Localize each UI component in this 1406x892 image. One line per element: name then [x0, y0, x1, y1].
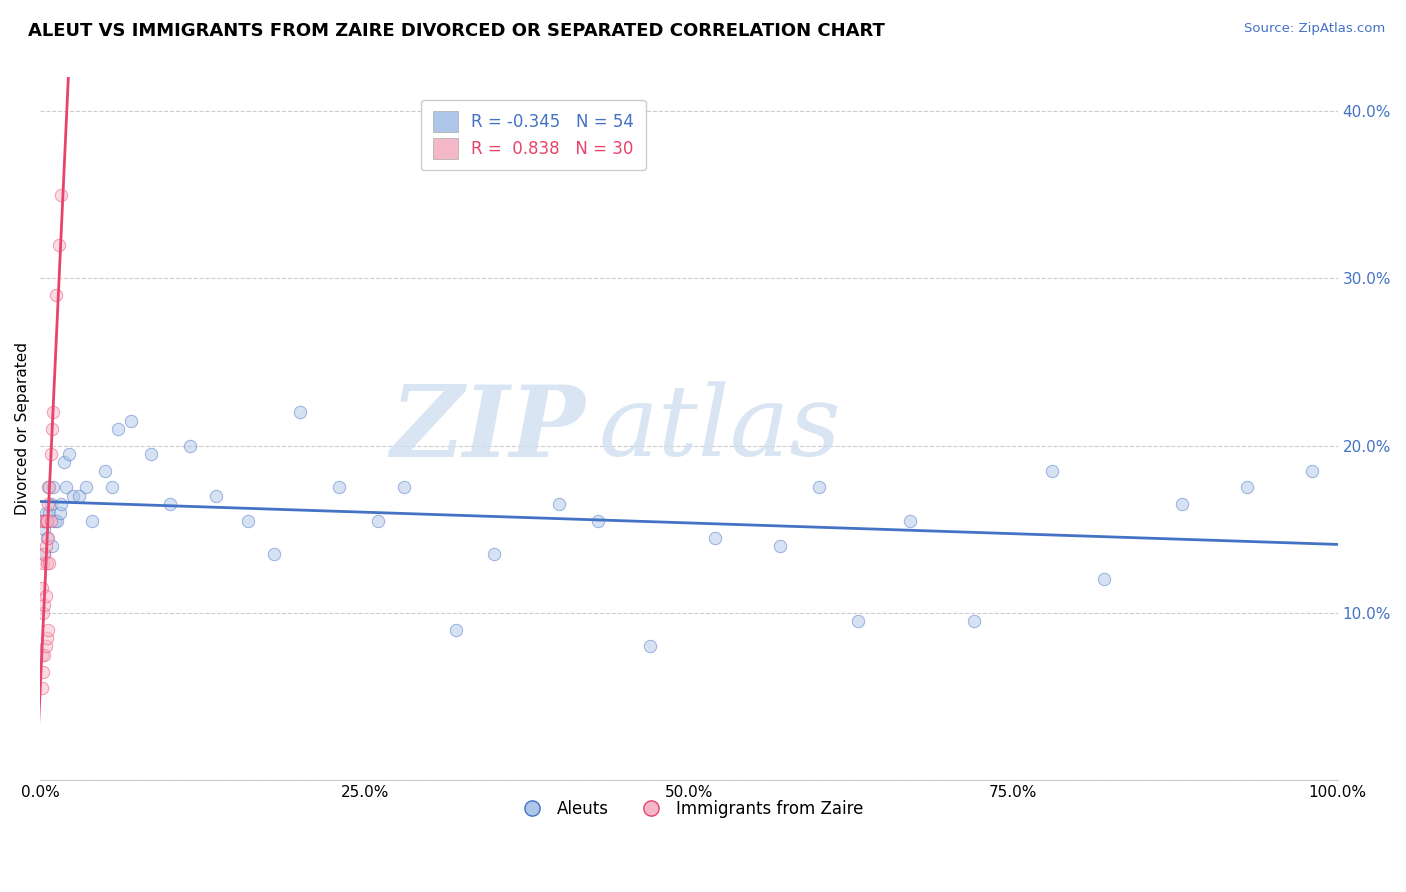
- Point: [46, 514, 69, 528]
- Point: [159, 497, 181, 511]
- Point: [34, 640, 56, 654]
- Point: [963, 615, 986, 629]
- Point: [39, 514, 62, 528]
- Point: [1092, 573, 1115, 587]
- Point: [34, 648, 56, 662]
- Point: [51, 187, 73, 202]
- Point: [31, 681, 53, 696]
- Point: [35, 531, 58, 545]
- Point: [39, 447, 62, 461]
- Point: [31, 648, 53, 662]
- Point: [37, 531, 59, 545]
- Text: atlas: atlas: [598, 381, 841, 476]
- Point: [41, 422, 63, 436]
- Text: ALEUT VS IMMIGRANTS FROM ZAIRE DIVORCED OR SEPARATED CORRELATION CHART: ALEUT VS IMMIGRANTS FROM ZAIRE DIVORCED …: [28, 22, 884, 40]
- Point: [37, 497, 59, 511]
- Point: [807, 480, 830, 494]
- Point: [179, 439, 201, 453]
- Point: [1236, 480, 1258, 494]
- Point: [288, 405, 311, 419]
- Point: [34, 522, 56, 536]
- Point: [107, 422, 129, 436]
- Point: [38, 556, 60, 570]
- Point: [42, 405, 65, 419]
- Point: [32, 665, 55, 679]
- Point: [34, 589, 56, 603]
- Point: [704, 531, 727, 545]
- Point: [39, 497, 62, 511]
- Point: [32, 556, 55, 570]
- Point: [62, 489, 84, 503]
- Point: [34, 514, 56, 528]
- Point: [236, 514, 259, 528]
- Point: [45, 288, 67, 302]
- Point: [328, 480, 350, 494]
- Point: [392, 480, 415, 494]
- Point: [444, 623, 467, 637]
- Point: [38, 480, 60, 494]
- Legend: Aleuts, Immigrants from Zaire: Aleuts, Immigrants from Zaire: [509, 793, 869, 825]
- Point: [139, 447, 162, 461]
- Point: [32, 514, 55, 528]
- Point: [94, 464, 117, 478]
- Point: [120, 413, 142, 427]
- Point: [41, 539, 63, 553]
- Point: [846, 615, 869, 629]
- Point: [82, 514, 104, 528]
- Point: [638, 640, 661, 654]
- Point: [34, 514, 56, 528]
- Point: [37, 514, 59, 528]
- Point: [367, 514, 389, 528]
- Point: [49, 506, 72, 520]
- Point: [1040, 464, 1063, 478]
- Text: Source: ZipAtlas.com: Source: ZipAtlas.com: [1244, 22, 1385, 36]
- Point: [34, 539, 56, 553]
- Point: [263, 548, 285, 562]
- Point: [548, 497, 571, 511]
- Point: [34, 506, 56, 520]
- Point: [35, 514, 58, 528]
- Point: [100, 480, 122, 494]
- Point: [34, 548, 56, 562]
- Point: [48, 237, 70, 252]
- Point: [769, 539, 792, 553]
- Point: [34, 548, 56, 562]
- Point: [204, 489, 226, 503]
- Point: [1171, 497, 1194, 511]
- Point: [484, 548, 506, 562]
- Point: [35, 556, 58, 570]
- Point: [38, 506, 60, 520]
- Text: ZIP: ZIP: [391, 381, 585, 477]
- Point: [58, 447, 80, 461]
- Point: [67, 489, 90, 503]
- Point: [898, 514, 921, 528]
- Point: [52, 455, 75, 469]
- Point: [37, 480, 59, 494]
- Y-axis label: Divorced or Separated: Divorced or Separated: [15, 343, 30, 516]
- Point: [75, 480, 97, 494]
- Point: [34, 598, 56, 612]
- Point: [55, 480, 77, 494]
- Point: [35, 631, 58, 645]
- Point: [1301, 464, 1323, 478]
- Point: [32, 606, 55, 620]
- Point: [42, 480, 65, 494]
- Point: [586, 514, 609, 528]
- Point: [31, 581, 53, 595]
- Point: [51, 497, 73, 511]
- Point: [37, 623, 59, 637]
- Point: [34, 514, 56, 528]
- Point: [35, 514, 58, 528]
- Point: [44, 514, 66, 528]
- Point: [32, 514, 55, 528]
